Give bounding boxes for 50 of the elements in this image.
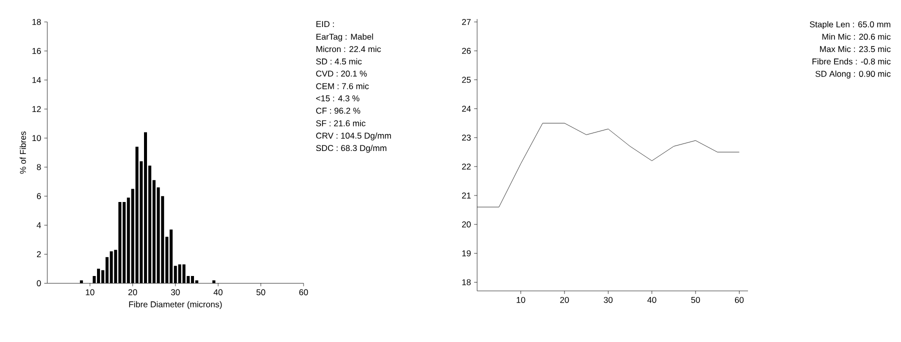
- x-tick-label: 60: [299, 289, 308, 296]
- y-tick-label: 6: [36, 193, 41, 200]
- x-tick-label: 40: [214, 289, 223, 296]
- y-tick-label: 4: [36, 222, 41, 228]
- x-tick-label: 50: [691, 296, 700, 303]
- y-axis-title: % of Fibres: [20, 131, 26, 174]
- text: SF : 21.6 mic: [316, 120, 366, 126]
- text: Micron : 22.4 mic: [316, 46, 381, 52]
- y-tick-label: 2: [36, 251, 41, 258]
- x-tick-label: 20: [560, 296, 569, 303]
- y-tick-label: 18: [462, 279, 471, 286]
- text: EID :: [316, 21, 334, 27]
- text: Min Mic : 20.6 mic: [822, 33, 891, 40]
- x-tick-label: 60: [734, 296, 744, 303]
- y-tick-label: 10: [32, 135, 41, 142]
- y-tick-label: 0: [36, 280, 41, 286]
- x-axis-title: Fibre Diameter (microns): [129, 301, 222, 309]
- y-tick-label: 27: [462, 18, 471, 25]
- text: CF : 96.2 %: [316, 108, 360, 114]
- y-tick-label: 24: [462, 106, 471, 112]
- y-tick-label: 26: [462, 48, 471, 54]
- y-tick-label: 20: [462, 221, 471, 228]
- text: CVD : 20.1 %: [316, 70, 367, 77]
- x-tick-label: 50: [256, 289, 266, 296]
- text: Staple Len : 65.0 mm: [810, 21, 890, 29]
- y-tick-label: 23: [462, 134, 471, 141]
- text: SD : 4.5 mic: [316, 58, 362, 64]
- text: Fibre Ends : -0.8 mic: [812, 58, 891, 64]
- y-tick-label: 18: [32, 18, 41, 25]
- text: CEM : 7.6 mic: [316, 82, 369, 90]
- x-tick-label: 30: [604, 296, 613, 303]
- x-tick-label: 10: [516, 296, 526, 303]
- x-tick-label: 10: [86, 289, 94, 296]
- text: Max Mic : 23.5 mic: [820, 46, 891, 52]
- y-tick-label: 25: [462, 76, 471, 83]
- y-tick-label: 12: [32, 106, 41, 112]
- x-tick-label: 20: [128, 289, 138, 296]
- x-tick-label: 40: [647, 296, 656, 303]
- text: CRV : 104.5 Dg/mm: [316, 132, 391, 140]
- text: SD Along : 0.90 mic: [816, 70, 891, 78]
- y-tick-label: 22: [462, 164, 471, 170]
- y-tick-label: 14: [32, 77, 41, 83]
- text: SDC : 68.3 Dg/mm: [316, 144, 386, 153]
- y-tick-label: 19: [462, 250, 471, 256]
- x-tick-label: 30: [171, 289, 180, 296]
- y-tick-label: 8: [36, 164, 41, 170]
- y-tick-label: 21: [462, 192, 471, 198]
- y-tick-label: 16: [32, 48, 41, 54]
- text: EarTag : Mabel: [316, 33, 373, 42]
- text: <15 : 4.3 %: [316, 95, 360, 102]
